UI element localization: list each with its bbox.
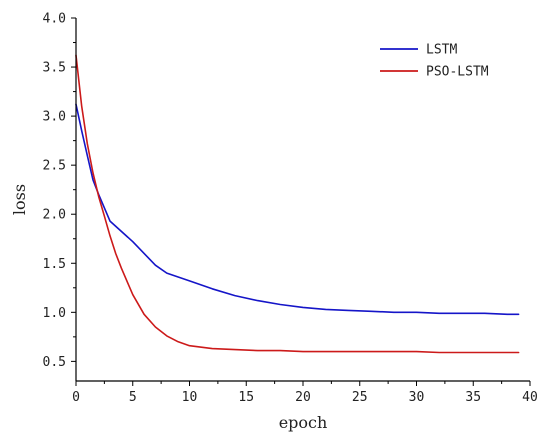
x-tick-label: 0 xyxy=(72,390,80,405)
legend-label-pso-lstm: PSO-LSTM xyxy=(426,65,489,80)
y-axis-title: loss xyxy=(10,184,29,215)
x-tick-label: 20 xyxy=(295,390,311,405)
y-tick-label: 2.5 xyxy=(43,159,66,174)
y-tick-label: 4.0 xyxy=(43,12,66,27)
legend: LSTM PSO-LSTM xyxy=(380,43,489,80)
series-line-pso-lstm xyxy=(75,54,520,354)
x-axis-title: epoch xyxy=(279,413,328,432)
y-ticks: 0.5 1.0 1.5 2.0 2.5 3.0 3.5 4.0 xyxy=(43,12,76,370)
y-tick-label: 1.0 xyxy=(43,306,66,321)
x-tick-label: 10 xyxy=(182,390,198,405)
y-tick-label: 0.5 xyxy=(43,355,66,370)
series-line-lstm xyxy=(75,103,520,316)
y-tick-label: 3.5 xyxy=(43,61,66,76)
x-tick-label: 5 xyxy=(129,390,137,405)
y-tick-label: 2.0 xyxy=(43,208,66,223)
x-tick-label: 25 xyxy=(352,390,368,405)
x-tick-label: 40 xyxy=(522,390,538,405)
y-tick-label: 1.5 xyxy=(43,257,66,272)
x-tick-label: 35 xyxy=(465,390,481,405)
x-tick-label: 15 xyxy=(238,390,254,405)
plot-lines xyxy=(75,54,520,354)
x-tick-label: 30 xyxy=(409,390,425,405)
y-tick-label: 3.0 xyxy=(43,110,66,125)
legend-label-lstm: LSTM xyxy=(426,43,457,58)
x-ticks: 0 5 10 15 20 25 30 35 40 xyxy=(72,381,538,405)
